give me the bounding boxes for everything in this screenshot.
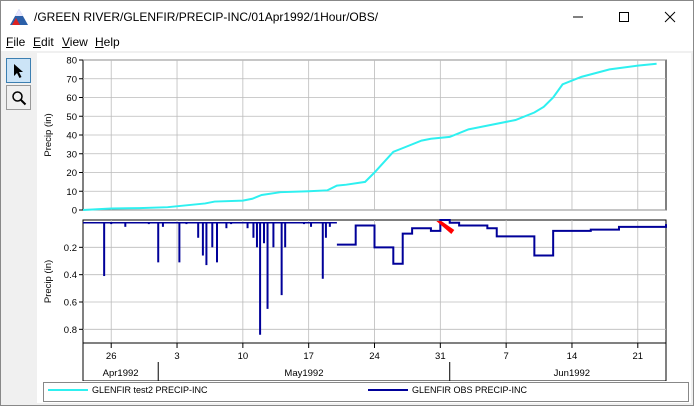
title-bar[interactable]: /GREEN RIVER/GLENFIR/PRECIP-INC/01Apr199… [1,1,693,33]
x-day-label: 26 [106,351,117,362]
close-icon [664,11,676,23]
lower-y-axis-label: Precip (in) [43,260,54,303]
x-day-label: 14 [567,351,578,362]
x-day-label: 7 [503,351,508,362]
x-month-label: Apr1992 [103,368,139,379]
upper-ytick-label: 0 [72,206,77,217]
menu-view[interactable]: View [62,35,88,49]
close-button[interactable] [647,1,693,33]
pointer-arrow-icon [13,63,23,78]
x-day-label: 31 [435,351,446,362]
legend-swatch-test2 [48,389,88,391]
upper-ytick-label: 70 [66,74,77,85]
app-logo-icon [10,9,28,25]
x-day-label: 17 [303,351,314,362]
minimize-button[interactable] [555,1,601,33]
menu-help-rest: elp [103,35,120,49]
maximize-icon [619,12,629,22]
menu-file-rest: ile [13,35,26,49]
upper-ytick-label: 50 [66,112,77,123]
legend-entry-test2: GLENFIR test2 PRECIP-INC [48,385,208,395]
pointer-tool-button[interactable] [6,58,31,83]
upper-ytick-label: 30 [66,149,77,160]
lower-ytick-label: 0.4 [64,270,77,281]
x-day-label: 21 [633,351,644,362]
window-title: /GREEN RIVER/GLENFIR/PRECIP-INC/01Apr199… [34,10,379,24]
magnifier-icon [11,90,26,105]
x-day-label: 3 [174,351,179,362]
menu-edit-key: E [33,35,42,49]
legend-swatch-obs [368,389,408,391]
zoom-tool-button[interactable] [6,85,31,110]
maximize-button[interactable] [601,1,647,33]
x-day-label: 10 [238,351,249,362]
minimize-icon [573,16,583,18]
menu-view-rest: iew [69,35,88,49]
menu-edit[interactable]: Edit [33,35,54,49]
tool-palette [6,58,34,112]
upper-ytick-label: 40 [66,131,77,142]
upper-ytick-label: 60 [66,93,77,104]
x-month-label: May1992 [284,368,323,379]
precip-chart[interactable]: 0 10 20 30 40 50 60 70 80 0.2 0.4 0.6 0.8 Precip (in)… [37,53,691,382]
menu-file[interactable]: File [6,35,25,49]
lower-ytick-label: 0.6 [64,298,77,309]
edit-marker [436,221,455,234]
lower-ytick-label: 0.2 [64,243,77,254]
x-day-label: 24 [369,351,380,362]
menu-file-key: F [6,35,14,49]
legend-label-obs: GLENFIR OBS PRECIP-INC [412,385,528,395]
upper-ytick-label: 20 [66,168,77,179]
upper-ytick-label: 80 [66,56,77,67]
lower-ytick-label: 0.8 [64,325,77,336]
series-test2-line [82,62,657,211]
upper-ytick-label: 10 [66,187,77,198]
menu-edit-rest: dit [41,35,54,49]
menu-view-key: V [62,35,70,49]
legend-entry-obs: GLENFIR OBS PRECIP-INC [368,385,527,395]
chart-legend: GLENFIR test2 PRECIP-INC GLENFIR OBS PRE… [43,382,689,402]
plot-area[interactable]: 0 10 20 30 40 50 60 70 80 0.2 0.4 0.6 0.8 Precip (in)… [37,53,691,403]
x-month-label: Jun1992 [554,368,590,379]
menu-help-key: H [95,35,104,49]
menu-help[interactable]: Help [95,35,120,49]
series-obs-steps [336,219,667,265]
legend-label-test2: GLENFIR test2 PRECIP-INC [92,385,208,395]
upper-y-axis-label: Precip (in) [43,113,54,156]
menu-bar: File Edit View Help [1,33,693,51]
